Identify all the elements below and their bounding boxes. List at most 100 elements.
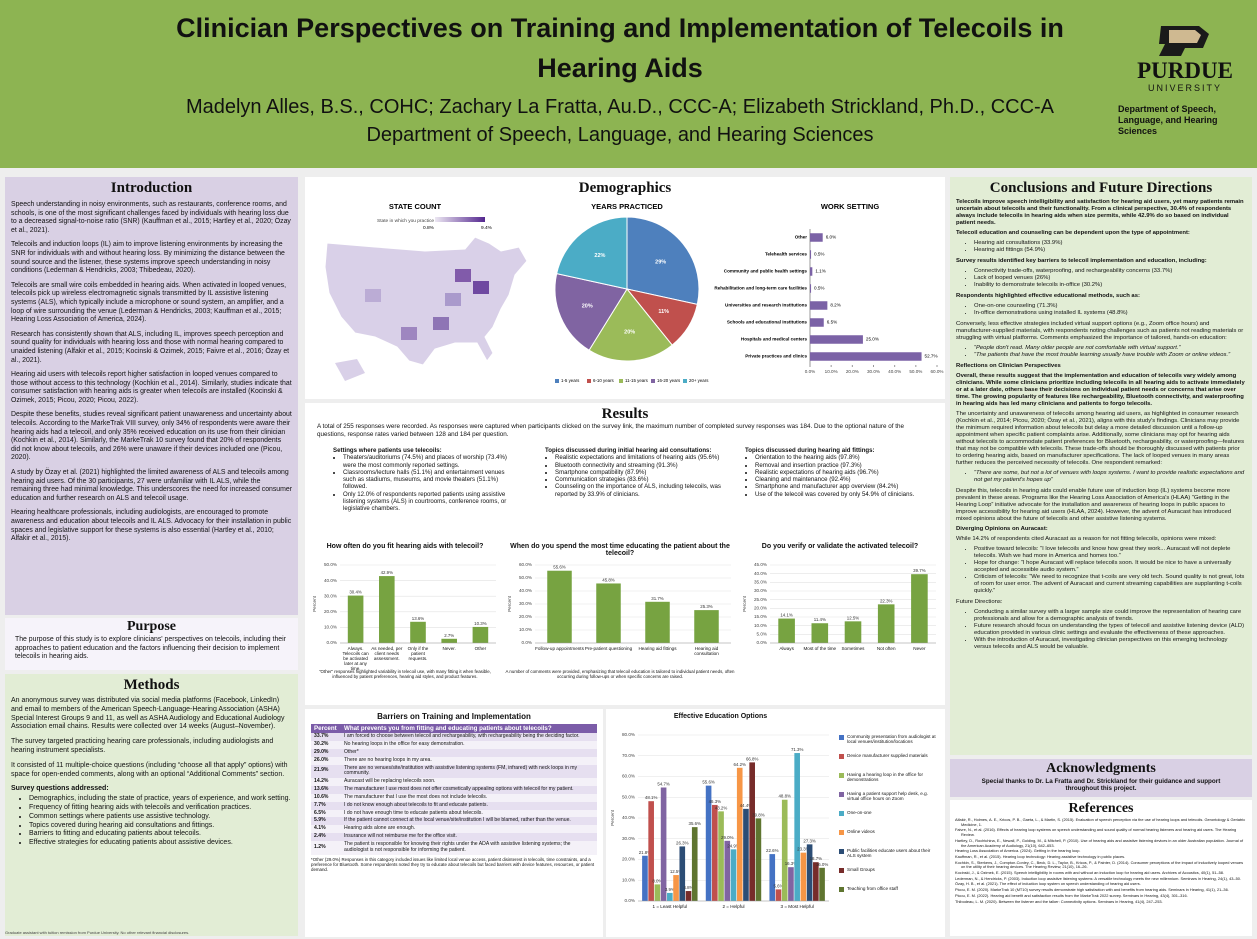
legend-label: 1-5 years [561,378,580,383]
paragraph: Overall, these results suggest that the … [956,373,1245,407]
legend-swatch [839,773,844,778]
x-tick-label: 40.0% [888,369,901,374]
y-tick-label: 20.0% [324,609,337,614]
row-text: I do not have enough time to educate pat… [341,809,597,818]
legend-label: Device manufacturer supplied materials [847,753,928,758]
row-text: Other* [341,748,597,757]
bullet-list: One-on-one counseling (71.3%)In-office d… [956,303,1246,317]
x-tick-label: Pre-patient questioning [584,646,633,651]
header-band: Clinician Perspectives on Training and I… [0,0,1257,168]
paragraph: Faivre, N., et al. (2016). Effects of he… [955,827,1237,838]
bullet-list: Hearing aid consultations (33.9%)Hearing… [956,240,1246,254]
pie-slice [556,216,628,290]
bar [712,804,718,901]
value-label: 8.0% [652,878,662,883]
legend-swatch [683,379,687,383]
y-tick-label: 10.0% [519,627,532,632]
section-heading: Purpose [127,619,176,634]
column-heading: Topics discussed during initial hearing … [545,447,712,454]
row-percent: 29.0% [311,748,341,757]
results-column: Topics discussed during initial hearing … [545,447,735,498]
bullet-item: Smartphone compatibility (87.9%) [555,469,735,476]
value-label: 8.2% [830,303,840,308]
value-label: 29.0% [721,835,734,840]
section-heading: References [1068,801,1134,816]
legend-label: One-on-one [847,810,872,815]
logo-inner [1169,30,1201,43]
y-tick-label: 0.0% [625,898,635,903]
paragraph: Thibodeau, L. M. (2020). Between the lis… [955,898,1163,904]
bar [347,595,364,643]
bar [810,318,824,327]
bar [596,583,621,643]
bullet-item: Common settings where patients use assis… [29,813,292,822]
legend-swatch [839,735,844,740]
bar [730,849,737,901]
table-row: 4.1% Hearing aids alone are enough. [311,825,597,834]
paragraph: Survey results identified key barriers t… [956,258,1207,264]
chart-title: Effective Education Options [673,713,768,720]
table-row: 33.7% I am forced to choose between telec… [311,733,597,741]
x-tick-label: As needed, per client needs assessment. [371,646,403,662]
bullet-item: Use of the telecoil was covered by only … [755,491,935,498]
paragraph: While 14.2% of respondents cited Auracas… [956,536,1217,542]
legend-swatch [839,868,844,873]
bullet-item: Topics covered during hearing aid consul… [29,822,292,831]
barriers-table-wrap: Percent What prevents you from fitting an… [305,724,603,855]
y-axis-label: Percent [312,595,317,612]
legend-swatch [839,754,844,759]
bullet-item: Effective strategies for educating patie… [29,839,292,848]
logo-name: PURDUE [1137,58,1233,83]
x-tick-label: Most of the time [803,646,837,651]
bar [743,808,749,901]
value-label: 25.0% [866,337,879,342]
legend-label: Having a hearing loop in the office for … [847,772,924,783]
x-tick-label: Always. Telecoils can be activated later… [342,646,369,672]
bullet-item: With the introduction of Auracast, inves… [974,637,1246,651]
row-text: I am forced to choose between telecoil a… [341,733,597,741]
value-label: 0.5% [814,286,824,291]
bar [749,762,755,901]
bullet-item: Communication strategies (83.6%) [555,476,735,483]
y-tick-label: 30.0% [324,593,337,598]
row-percent: 5.9% [311,817,341,826]
bullet-item: Hearing aid consultations (33.9%) [974,240,1246,247]
legend-label: Teaching from office staff [847,886,898,891]
education-chart: 0.0% 10.0% 20.0% 30.0% 40.0% 50.0% 60.0% 70.0% 8… [610,732,844,903]
y-tick-label: 30.0% [622,836,635,841]
chart-note: “Other” responses highlighted variabilit… [319,669,491,680]
bullet-item: Positive toward telecoils: “I love telec… [974,546,1246,560]
introduction-box: Introduction Speech understanding in noi… [5,177,298,615]
purpose-text: The purpose of this study is to explore … [15,636,286,661]
category-label: Other [795,235,807,240]
y-tick-label: 0.0% [522,640,532,645]
bullet-item: Lack of looped venues (26%) [974,275,1246,282]
bar [911,574,928,643]
value-label: 52.7% [925,354,938,359]
map-state [445,293,461,306]
value-label: 2.7% [444,633,454,638]
logo-department: Department of Speech, Language, and Hear… [1118,104,1218,136]
column-heading: Settings where patients use telecoils: [333,447,442,454]
row-percent: 14.2% [311,778,341,787]
paragraph: Telecoils improve speech intelligibility… [956,199,1244,226]
value-label: 6.5% [827,320,837,325]
y-tick-label: 35.0% [754,580,767,585]
bullet-item: “The patients that have the most trouble… [974,352,1246,359]
row-text: If the patient cannot connect at the loc… [341,817,597,826]
x-tick-label: Never. [442,646,456,651]
value-label: 48.8% [778,794,791,799]
column-header: What prevents you from fitting and educa… [341,724,597,734]
map-state [433,317,449,330]
bar [755,818,762,901]
value-label: 22.6% [766,848,779,853]
paragraph: Despite these benefits, studies reveal s… [11,411,292,462]
paragraph: Kocinski, J., & Ozimek, E. (2015). Speec… [955,870,1225,876]
value-label: 23.3% [797,847,810,852]
section-heading: Acknowledgments [1046,761,1156,776]
y-tick-label: 40.0% [324,578,337,583]
bullet-item: “People don't read. Many older people ar… [974,345,1246,352]
legend-label: 6-10 years [593,378,615,383]
y-tick-label: 40.0% [622,815,635,820]
bar [788,867,794,901]
